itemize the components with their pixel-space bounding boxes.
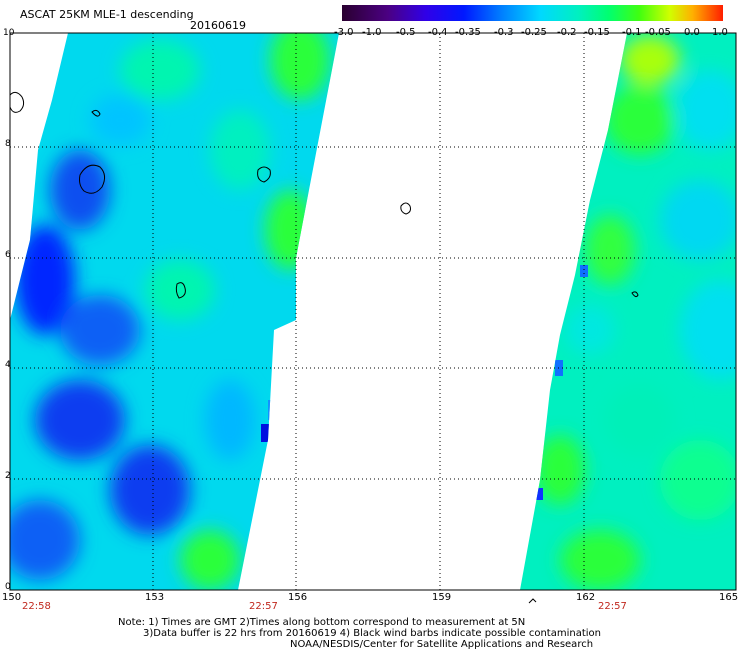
note-line-3: NOAA/NESDIS/Center for Satellite Applica… xyxy=(290,639,594,650)
lat-label: 6 xyxy=(5,250,11,260)
colorbar-gradient xyxy=(342,5,723,21)
colorbar-tick: -0.35 xyxy=(455,27,481,38)
lon-label: 153 xyxy=(145,592,165,603)
colorbar-tick: -0.15 xyxy=(584,27,610,38)
map-title: ASCAT 25KM MLE-1 descending xyxy=(20,8,194,21)
lat-label: 10 xyxy=(3,28,15,38)
right-swath xyxy=(520,33,736,590)
colorbar-tick: -1.0 xyxy=(362,27,382,38)
map-frame xyxy=(9,32,737,591)
colorbar-tick: -3.0 xyxy=(334,27,354,38)
lat-label: 0 xyxy=(5,582,11,592)
lon-label: 162 xyxy=(576,592,596,603)
colorbar-tick: -0.4 xyxy=(428,27,448,38)
lat-label: 4 xyxy=(5,360,11,370)
lon-label: 159 xyxy=(432,592,452,603)
colorbar xyxy=(342,5,723,21)
colorbar-tick: -0.1 xyxy=(622,27,642,38)
colorbar-tick: 1.0 xyxy=(712,27,728,38)
lat-label: 2 xyxy=(5,471,11,481)
colorbar-tick: -0.3 xyxy=(494,27,514,38)
colorbar-tick: 0.0 xyxy=(684,27,700,38)
colorbar-tick: -0.05 xyxy=(645,27,671,38)
lon-label: 150 xyxy=(2,592,22,603)
pass-time-label: 22:57 xyxy=(598,601,627,612)
lon-label: 165 xyxy=(719,592,739,603)
colorbar-tick: -0.2 xyxy=(557,27,577,38)
left-swath xyxy=(10,33,339,590)
pass-time-label: 22:58 xyxy=(22,601,51,612)
map-date: 20160619 xyxy=(190,19,246,32)
colorbar-tick: -0.5 xyxy=(396,27,416,38)
coastlines xyxy=(9,91,639,604)
graticule xyxy=(10,33,736,590)
lon-label: 156 xyxy=(288,592,308,603)
note-line-1: Note: 1) Times are GMT 2)Times along bot… xyxy=(118,617,526,628)
colorbar-tick: -0.25 xyxy=(521,27,547,38)
note-line-2: 3)Data buffer is 22 hrs from 20160619 4)… xyxy=(143,628,601,639)
pass-time-label: 22:57 xyxy=(249,601,278,612)
lat-label: 8 xyxy=(5,139,11,149)
